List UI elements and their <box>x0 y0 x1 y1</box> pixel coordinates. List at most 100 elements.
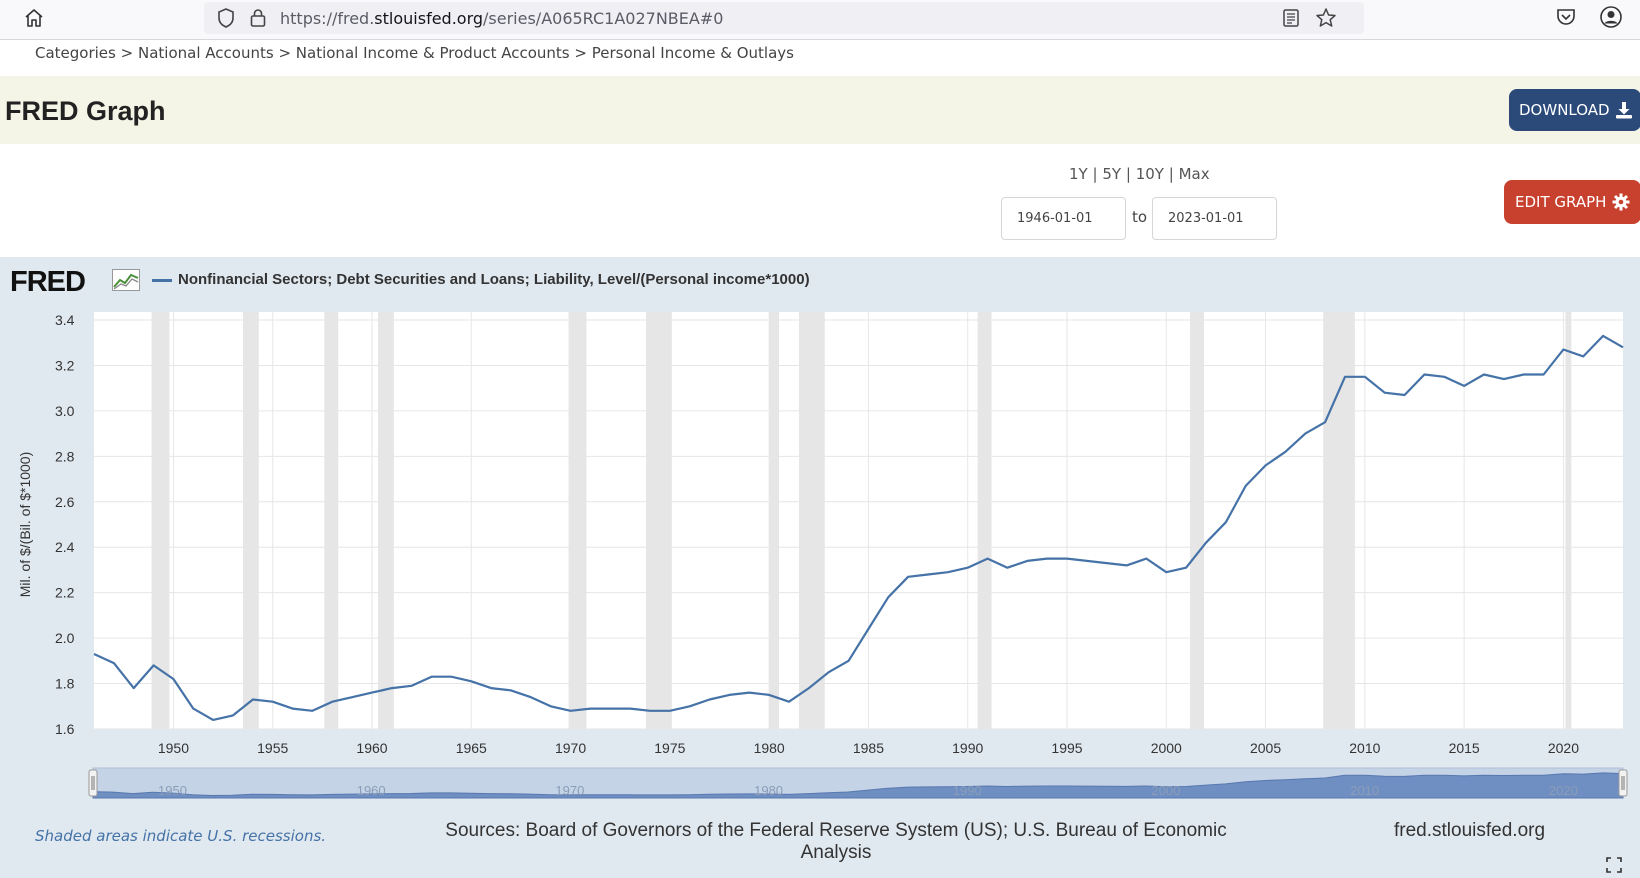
range-separator: | <box>1092 165 1098 183</box>
sources-line-2: Analysis <box>800 842 872 863</box>
reader-view-icon[interactable] <box>1280 7 1302 29</box>
gear-icon <box>1612 193 1630 211</box>
y-tick-label: 2.8 <box>55 448 75 464</box>
url-bar[interactable]: https://fred.stlouisfed.org/series/A065R… <box>204 2 1364 34</box>
download-button[interactable]: DOWNLOAD <box>1509 89 1640 131</box>
browser-toolbar: https://fred.stlouisfed.org/series/A065R… <box>0 0 1640 40</box>
x-tick-label: 1965 <box>456 740 487 756</box>
home-icon[interactable] <box>22 6 46 30</box>
recession-band <box>646 312 672 729</box>
y-tick-label: 3.2 <box>55 357 75 373</box>
plot-area <box>94 312 1623 729</box>
y-tick-label: 2.2 <box>55 585 75 601</box>
end-date-input[interactable]: 2023-01-01 <box>1152 197 1277 240</box>
navigator-tick-label: 1980 <box>754 783 783 798</box>
recession-band <box>798 312 825 729</box>
navigator-handle[interactable] <box>88 769 98 797</box>
page-title: FRED Graph <box>5 96 166 126</box>
recession-band <box>977 312 992 729</box>
range-5y[interactable]: 5Y <box>1102 165 1122 183</box>
navigator-tick-label: 2010 <box>1350 783 1379 798</box>
chart[interactable]: 1.6 1.8 2.0 2.2 2.4 2.6 2.8 3.0 3.2 3.4 1950 1955 19… <box>0 257 1640 878</box>
navigator-tick-label: 2020 <box>1549 783 1578 798</box>
x-tick-label: 1985 <box>853 740 884 756</box>
y-tick-label: 2.4 <box>55 539 75 555</box>
recession-band <box>1565 312 1572 729</box>
x-tick-label: 1980 <box>754 740 785 756</box>
breadcrumb-item-national-accounts[interactable]: National Accounts <box>138 44 274 62</box>
x-tick-label: 1995 <box>1051 740 1082 756</box>
legend-swatch <box>152 279 172 282</box>
range-selector: 1Y | 5Y | 10Y | Max <box>1069 165 1210 183</box>
breadcrumb-item-categories[interactable]: Categories <box>35 44 116 62</box>
x-tick-label: 2020 <box>1548 740 1579 756</box>
legend-label[interactable]: Nonfinancial Sectors; Debt Securities an… <box>178 271 810 288</box>
recession-note: Shaded areas indicate U.S. recessions. <box>35 827 327 845</box>
y-tick-label: 1.8 <box>55 676 75 692</box>
x-tick-label: 1970 <box>555 740 586 756</box>
pocket-icon[interactable] <box>1554 5 1578 29</box>
navigator-tick-label: 1960 <box>357 783 386 798</box>
x-tick-label: 2000 <box>1151 740 1182 756</box>
recession-band <box>324 312 339 729</box>
navigator-handle[interactable] <box>1618 769 1628 797</box>
bookmark-star-icon[interactable] <box>1314 6 1338 30</box>
sources-line-1: Sources: Board of Governors of the Feder… <box>445 820 1227 841</box>
x-tick-label: 1975 <box>654 740 685 756</box>
edit-graph-button[interactable]: EDIT GRAPH <box>1504 180 1640 224</box>
y-tick-label: 3.0 <box>55 403 75 419</box>
account-icon[interactable] <box>1598 4 1624 30</box>
download-button-label: DOWNLOAD <box>1519 101 1610 119</box>
y-tick-label: 2.6 <box>55 494 75 510</box>
x-tick-label: 1990 <box>952 740 983 756</box>
breadcrumb-separator: > <box>574 44 587 62</box>
recession-band <box>1323 312 1355 729</box>
navigator-tick-label: 1970 <box>555 783 584 798</box>
x-tick-label: 2005 <box>1250 740 1281 756</box>
fred-logo: FRED <box>10 266 86 298</box>
navigator-tick-label: 1990 <box>953 783 982 798</box>
graph-panel: 1.6 1.8 2.0 2.2 2.4 2.6 2.8 3.0 3.2 3.4 1950 1955 19… <box>0 257 1640 878</box>
url-text[interactable]: https://fred.stlouisfed.org/series/A065R… <box>280 9 724 28</box>
x-tick-label: 2010 <box>1349 740 1380 756</box>
y-tick-label: 3.4 <box>55 312 75 328</box>
recession-band <box>151 312 170 729</box>
recession-band <box>242 312 259 729</box>
y-axis-label: Mil. of $/(Bil. of $*1000) <box>17 452 33 598</box>
chart-logo-icon <box>112 269 140 291</box>
breadcrumb-item-nipa[interactable]: National Income & Product Accounts <box>295 44 570 62</box>
sources-text: Sources: Board of Governors of the Feder… <box>400 820 1272 864</box>
range-separator: | <box>1125 165 1131 183</box>
x-tick-label: 1960 <box>356 740 387 756</box>
edit-graph-label: EDIT GRAPH <box>1515 193 1607 211</box>
x-tick-label: 1950 <box>158 740 189 756</box>
recession-band <box>1190 312 1205 729</box>
range-max[interactable]: Max <box>1178 165 1210 183</box>
x-tick-label: 1955 <box>257 740 288 756</box>
series-line <box>93 334 1624 721</box>
range-1y[interactable]: 1Y <box>1069 165 1088 183</box>
y-tick-label: 1.6 <box>55 721 75 737</box>
breadcrumb: Categories > National Accounts > Nationa… <box>35 44 794 62</box>
shield-icon[interactable] <box>216 7 236 29</box>
site-link[interactable]: fred.stlouisfed.org <box>1394 820 1546 841</box>
lock-icon[interactable] <box>248 7 268 29</box>
recession-band <box>377 312 394 729</box>
to-label: to <box>1132 208 1148 226</box>
range-separator: | <box>1168 165 1174 183</box>
x-tick-label: 2015 <box>1449 740 1480 756</box>
recession-band <box>769 312 780 729</box>
navigator-tick-label: 2000 <box>1152 783 1181 798</box>
breadcrumb-item-personal-income[interactable]: Personal Income & Outlays <box>591 44 794 62</box>
navigator-series <box>92 772 1624 799</box>
download-icon <box>1616 102 1632 119</box>
breadcrumb-separator: > <box>278 44 292 62</box>
start-date-input[interactable]: 1946-01-01 <box>1001 197 1126 240</box>
navigator-tick-label: 1950 <box>158 783 187 798</box>
title-band: FRED Graph DOWNLOAD <box>0 76 1640 144</box>
y-tick-label: 2.0 <box>55 630 75 646</box>
breadcrumb-separator: > <box>120 44 134 62</box>
range-10y[interactable]: 10Y <box>1135 165 1164 183</box>
recession-band <box>568 312 587 729</box>
fullscreen-icon[interactable] <box>1606 857 1622 873</box>
